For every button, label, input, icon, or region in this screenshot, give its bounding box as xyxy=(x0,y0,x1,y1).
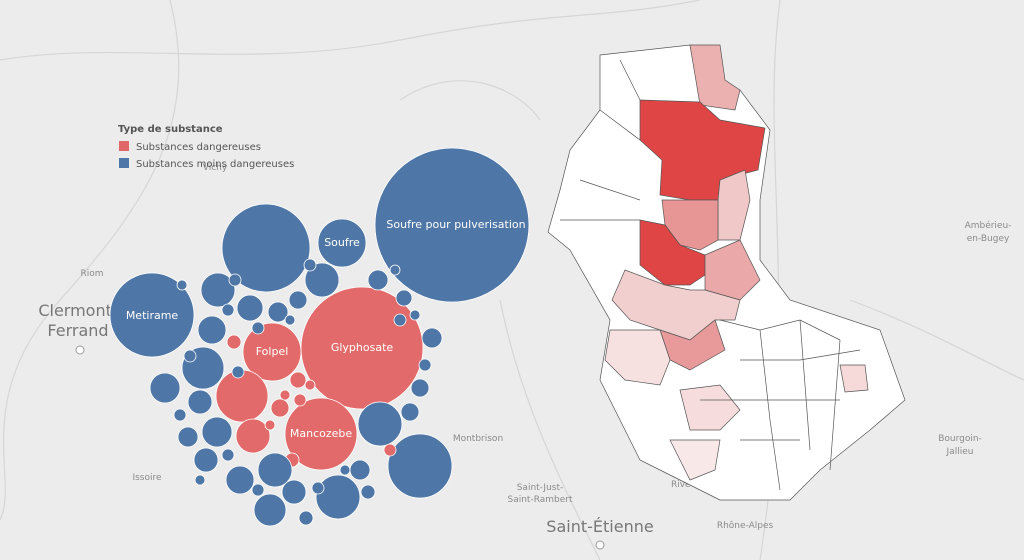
substance-bubble[interactable] xyxy=(253,493,287,527)
substance-bubble[interactable] xyxy=(374,147,530,303)
substance-bubble[interactable] xyxy=(183,349,197,363)
substance-bubble[interactable] xyxy=(149,372,181,404)
bubble-label: Folpel xyxy=(256,345,289,358)
substance-bubble[interactable] xyxy=(242,322,302,382)
place-label: Ferrand xyxy=(47,321,108,340)
substance-bubble[interactable] xyxy=(257,452,293,488)
place-label: Saint-Just- xyxy=(517,483,564,493)
substance-bubble[interactable] xyxy=(298,510,314,526)
substance-bubble[interactable] xyxy=(264,419,276,431)
place-label: Bourgoin- xyxy=(938,434,982,444)
substance-bubble[interactable] xyxy=(236,294,264,322)
substance-bubble[interactable] xyxy=(389,264,401,276)
substance-bubble[interactable] xyxy=(400,402,420,422)
bubble-label: Glyphosate xyxy=(331,341,394,354)
substance-bubble[interactable] xyxy=(409,309,421,321)
substance-bubble[interactable] xyxy=(315,474,361,520)
substance-bubble[interactable] xyxy=(221,303,235,317)
substance-bubble[interactable] xyxy=(251,483,265,497)
substance-bubble[interactable] xyxy=(387,433,453,499)
bubble-label: Mancozebe xyxy=(290,427,353,440)
substance-bubble[interactable] xyxy=(349,459,371,481)
bubble-cluster xyxy=(109,147,530,527)
place-label: Clermont- xyxy=(38,301,117,320)
place-label: Rhône-Alpes xyxy=(717,520,774,531)
legend-swatch xyxy=(119,141,129,151)
place-label: Rive-de xyxy=(671,480,706,490)
city-dot xyxy=(595,540,605,550)
substance-bubble[interactable] xyxy=(221,448,235,462)
substance-bubble[interactable] xyxy=(173,408,187,422)
place-label: Jallieu xyxy=(946,447,974,457)
legend-item[interactable]: Substances moins dangereuses xyxy=(136,159,294,170)
substance-bubble[interactable] xyxy=(311,481,325,495)
substance-bubble[interactable] xyxy=(231,365,245,379)
substance-bubble[interactable] xyxy=(360,484,376,500)
substance-bubble[interactable] xyxy=(176,279,188,291)
substance-bubble[interactable] xyxy=(193,447,219,473)
substance-bubble[interactable] xyxy=(367,269,389,291)
substance-bubble[interactable] xyxy=(418,358,432,372)
substance-bubble[interactable] xyxy=(289,371,307,389)
place-label: Riom xyxy=(80,269,103,279)
place-label: en-Bugey xyxy=(967,234,1010,244)
substance-bubble[interactable] xyxy=(395,289,413,307)
legend: Type de substance Substances dangereuses… xyxy=(118,124,294,170)
substance-bubble[interactable] xyxy=(410,378,430,398)
substance-bubble[interactable] xyxy=(303,258,317,272)
commune-map xyxy=(547,44,906,501)
substance-bubble[interactable] xyxy=(393,313,407,327)
substance-bubble[interactable] xyxy=(281,479,307,505)
substance-bubble[interactable] xyxy=(293,393,307,407)
substance-bubble[interactable] xyxy=(215,369,269,423)
substance-bubble[interactable] xyxy=(226,334,242,350)
substance-bubble[interactable] xyxy=(201,416,233,448)
place-label: Montbrison xyxy=(453,434,503,444)
substance-bubble[interactable] xyxy=(284,397,358,471)
substance-bubble[interactable] xyxy=(225,465,255,495)
substance-bubble[interactable] xyxy=(194,474,206,486)
substance-bubble[interactable] xyxy=(109,272,195,358)
substance-bubble[interactable] xyxy=(197,315,227,345)
bubble-label: Soufre pour pulverisation xyxy=(386,218,525,231)
bubble-labels: Soufre pour pulverisation Soufre Metiram… xyxy=(126,218,526,440)
bubble-label: Metirame xyxy=(126,309,179,322)
substance-bubble[interactable] xyxy=(267,301,289,323)
substance-bubble[interactable] xyxy=(284,314,296,326)
legend-title: Type de substance xyxy=(118,124,223,135)
substance-bubble[interactable] xyxy=(235,418,271,454)
place-label: Saint-Étienne xyxy=(546,517,653,536)
substance-bubble[interactable] xyxy=(221,203,311,293)
bubble-label: Soufre xyxy=(324,236,360,249)
substance-bubble[interactable] xyxy=(383,443,397,457)
substance-bubble[interactable] xyxy=(187,389,213,415)
substance-bubble[interactable] xyxy=(177,426,199,448)
substance-bubble[interactable] xyxy=(339,464,351,476)
substance-bubble[interactable] xyxy=(357,401,403,447)
place-label: Issoire xyxy=(132,473,162,483)
city-dot xyxy=(75,345,85,355)
substance-bubble[interactable] xyxy=(270,398,290,418)
place-label: Ambérieu- xyxy=(965,220,1012,231)
substance-bubble[interactable] xyxy=(279,389,291,401)
substance-bubble[interactable] xyxy=(304,262,340,298)
substance-bubble[interactable] xyxy=(251,321,265,335)
substance-bubble[interactable] xyxy=(228,273,242,287)
substance-bubble[interactable] xyxy=(288,290,308,310)
substance-bubble[interactable] xyxy=(317,218,367,268)
legend-item[interactable]: Substances dangereuses xyxy=(136,142,261,153)
substance-bubble[interactable] xyxy=(304,379,316,391)
substance-bubble[interactable] xyxy=(200,272,236,308)
place-label: Saint-Rambert xyxy=(507,495,572,505)
place-label: Vichy xyxy=(203,163,228,173)
map-labels: Vichy Riom Clermont- Ferrand Issoire Mon… xyxy=(38,163,1012,550)
substance-bubble[interactable] xyxy=(421,327,443,349)
legend-swatch xyxy=(119,158,129,168)
